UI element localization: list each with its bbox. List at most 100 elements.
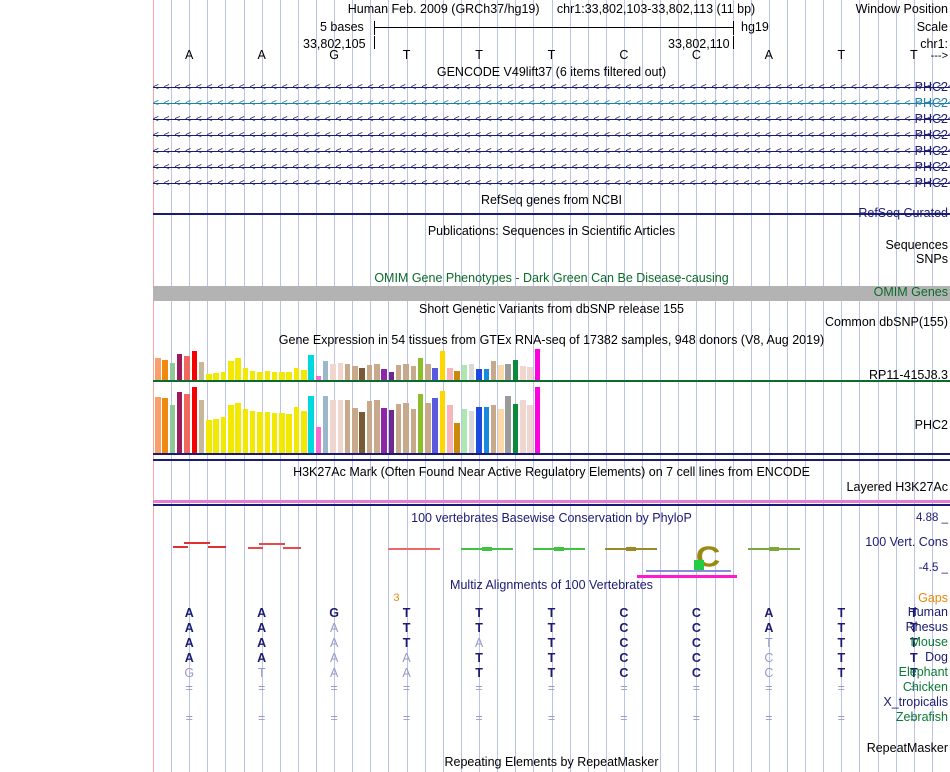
gtex-tissue-bar[interactable] <box>184 394 190 453</box>
gtex-tissue-bar[interactable] <box>330 400 336 453</box>
gtex-tissue-bar[interactable] <box>461 409 468 453</box>
gtex-tissue-bar[interactable] <box>242 368 249 380</box>
gtex-tissue-bar[interactable] <box>322 396 329 453</box>
gtex-tissue-bar[interactable] <box>293 368 300 380</box>
gtex-expression-bars-phc2[interactable] <box>153 386 950 453</box>
gencode-transcript-row[interactable]: <<<<<<<<<<<<<<<<<<<<<<<<<<<<<<<<<<<<<<<<… <box>153 82 950 93</box>
gtex-tissue-bar[interactable] <box>447 368 453 380</box>
gtex-tissue-bar[interactable] <box>425 403 431 453</box>
repeatmasker-label[interactable]: RepeatMasker <box>866 741 948 755</box>
gtex-tissue-bar[interactable] <box>468 411 475 453</box>
gtex-tissue-bar[interactable] <box>235 403 241 453</box>
gtex-tissue-bar[interactable] <box>520 400 526 453</box>
gtex-tissue-bar[interactable] <box>403 364 409 380</box>
gtex-tissue-bar[interactable] <box>461 365 468 380</box>
gtex-tissue-bar[interactable] <box>257 412 263 453</box>
gtex-tissue-bar[interactable] <box>512 404 519 453</box>
gtex-tissue-bar[interactable] <box>228 405 234 453</box>
gtex-tissue-bar[interactable] <box>249 371 256 380</box>
conservation-track-label[interactable]: 100 Vert. Cons <box>865 535 948 549</box>
gtex-tissue-bar[interactable] <box>286 372 292 380</box>
gtex-tissue-bar[interactable] <box>257 372 263 380</box>
gtex-tissue-bar[interactable] <box>505 396 511 453</box>
gtex-tissue-bar[interactable] <box>184 356 190 380</box>
sequences-label[interactable]: Sequences <box>885 238 948 252</box>
gtex-tissue-bar[interactable] <box>249 411 256 453</box>
gtex-gene-label-rp11[interactable]: RP11-415J8.3 <box>869 368 948 382</box>
gtex-tissue-bar[interactable] <box>483 369 490 380</box>
multiz-alignment-row[interactable]: = = = = = = = = = = = <box>153 711 950 726</box>
gtex-tissue-bar[interactable] <box>352 408 358 453</box>
gtex-tissue-bar[interactable] <box>439 391 446 453</box>
layered-h3k27ac-label[interactable]: Layered H3K27Ac <box>846 480 948 494</box>
gtex-tissue-bar[interactable] <box>220 372 227 380</box>
gtex-tissue-bar[interactable] <box>498 365 504 380</box>
omim-genes-label[interactable]: OMIM Genes <box>873 285 948 299</box>
gtex-tissue-bar[interactable] <box>374 400 380 453</box>
gtex-tissue-bar[interactable] <box>388 372 395 380</box>
gtex-tissue-bar[interactable] <box>330 364 336 380</box>
gtex-tissue-bar[interactable] <box>366 401 373 453</box>
gaps-label[interactable]: Gaps <box>918 591 948 605</box>
multiz-species-label[interactable]: X_tropicalis <box>883 695 948 709</box>
gtex-tissue-bar[interactable] <box>213 373 219 380</box>
gtex-tissue-bar[interactable] <box>301 411 307 453</box>
gtex-tissue-bar[interactable] <box>235 358 241 380</box>
gencode-transcript-row[interactable]: <<<<<<<<<<<<<<<<<<<<<<<<<<<<<<<<<<<<<<<<… <box>153 146 950 157</box>
gencode-transcript-row[interactable]: <<<<<<<<<<<<<<<<<<<<<<<<<<<<<<<<<<<<<<<<… <box>153 114 950 125</box>
common-dbsnp-label[interactable]: Common dbSNP(155) <box>825 315 948 329</box>
refseq-curated-label[interactable]: RefSeq Curated <box>858 206 948 220</box>
gtex-tissue-bar[interactable] <box>381 369 387 380</box>
gtex-tissue-bar[interactable] <box>308 396 314 453</box>
gencode-transcript-row[interactable]: <<<<<<<<<<<<<<<<<<<<<<<<<<<<<<<<<<<<<<<<… <box>153 178 950 189</box>
gtex-tissue-bar[interactable] <box>490 405 497 453</box>
gtex-tissue-bar[interactable] <box>169 405 176 453</box>
gtex-tissue-bar[interactable] <box>206 420 212 453</box>
gtex-tissue-bar[interactable] <box>476 369 482 380</box>
gencode-gene-label[interactable]: PHC2 <box>914 96 948 110</box>
gtex-tissue-bar[interactable] <box>155 358 161 380</box>
gtex-tissue-bar[interactable] <box>242 409 249 453</box>
gtex-tissue-bar[interactable] <box>417 358 424 380</box>
gtex-tissue-bar[interactable] <box>286 414 292 453</box>
gtex-tissue-bar[interactable] <box>359 412 365 453</box>
gtex-tissue-bar[interactable] <box>344 400 351 453</box>
gtex-expression-bars-rp11[interactable] <box>153 348 950 380</box>
gtex-tissue-bar[interactable] <box>374 364 380 380</box>
gtex-tissue-bar[interactable] <box>395 365 402 380</box>
gtex-tissue-bar[interactable] <box>176 392 183 453</box>
conservation-wiggle[interactable] <box>153 520 950 580</box>
gtex-tissue-bar[interactable] <box>410 409 417 453</box>
gtex-tissue-bar[interactable] <box>293 407 300 453</box>
gencode-transcript-row[interactable]: <<<<<<<<<<<<<<<<<<<<<<<<<<<<<<<<<<<<<<<<… <box>153 98 950 109</box>
gtex-tissue-bar[interactable] <box>315 376 322 380</box>
gtex-tissue-bar[interactable] <box>447 405 453 453</box>
gtex-tissue-bar[interactable] <box>162 360 168 380</box>
gtex-tissue-bar[interactable] <box>527 367 533 380</box>
gtex-tissue-bar[interactable] <box>476 407 482 453</box>
gtex-tissue-bar[interactable] <box>337 400 344 453</box>
gtex-tissue-bar[interactable] <box>191 351 198 380</box>
gtex-tissue-bar[interactable] <box>366 365 373 380</box>
gtex-tissue-bar[interactable] <box>468 364 475 380</box>
gtex-tissue-bar[interactable] <box>454 371 460 380</box>
gencode-gene-label[interactable]: PHC2 <box>914 80 948 94</box>
gtex-tissue-bar[interactable] <box>388 410 395 453</box>
gencode-gene-label[interactable]: PHC2 <box>914 176 948 190</box>
omim-gene-bar[interactable] <box>153 286 950 301</box>
gtex-tissue-bar[interactable] <box>206 374 212 380</box>
gtex-tissue-bar[interactable] <box>155 397 161 453</box>
gtex-tissue-bar[interactable] <box>228 361 234 380</box>
gtex-tissue-bar[interactable] <box>198 400 205 453</box>
gtex-tissue-bar[interactable] <box>169 363 176 380</box>
gtex-tissue-bar[interactable] <box>301 370 307 380</box>
gtex-tissue-bar[interactable] <box>395 404 402 453</box>
multiz-species-label[interactable]: Zebrafish <box>895 710 948 724</box>
gtex-tissue-bar[interactable] <box>176 354 183 380</box>
gtex-tissue-bar[interactable] <box>264 412 271 453</box>
gtex-tissue-bar[interactable] <box>220 417 227 453</box>
gtex-tissue-bar[interactable] <box>483 407 490 453</box>
